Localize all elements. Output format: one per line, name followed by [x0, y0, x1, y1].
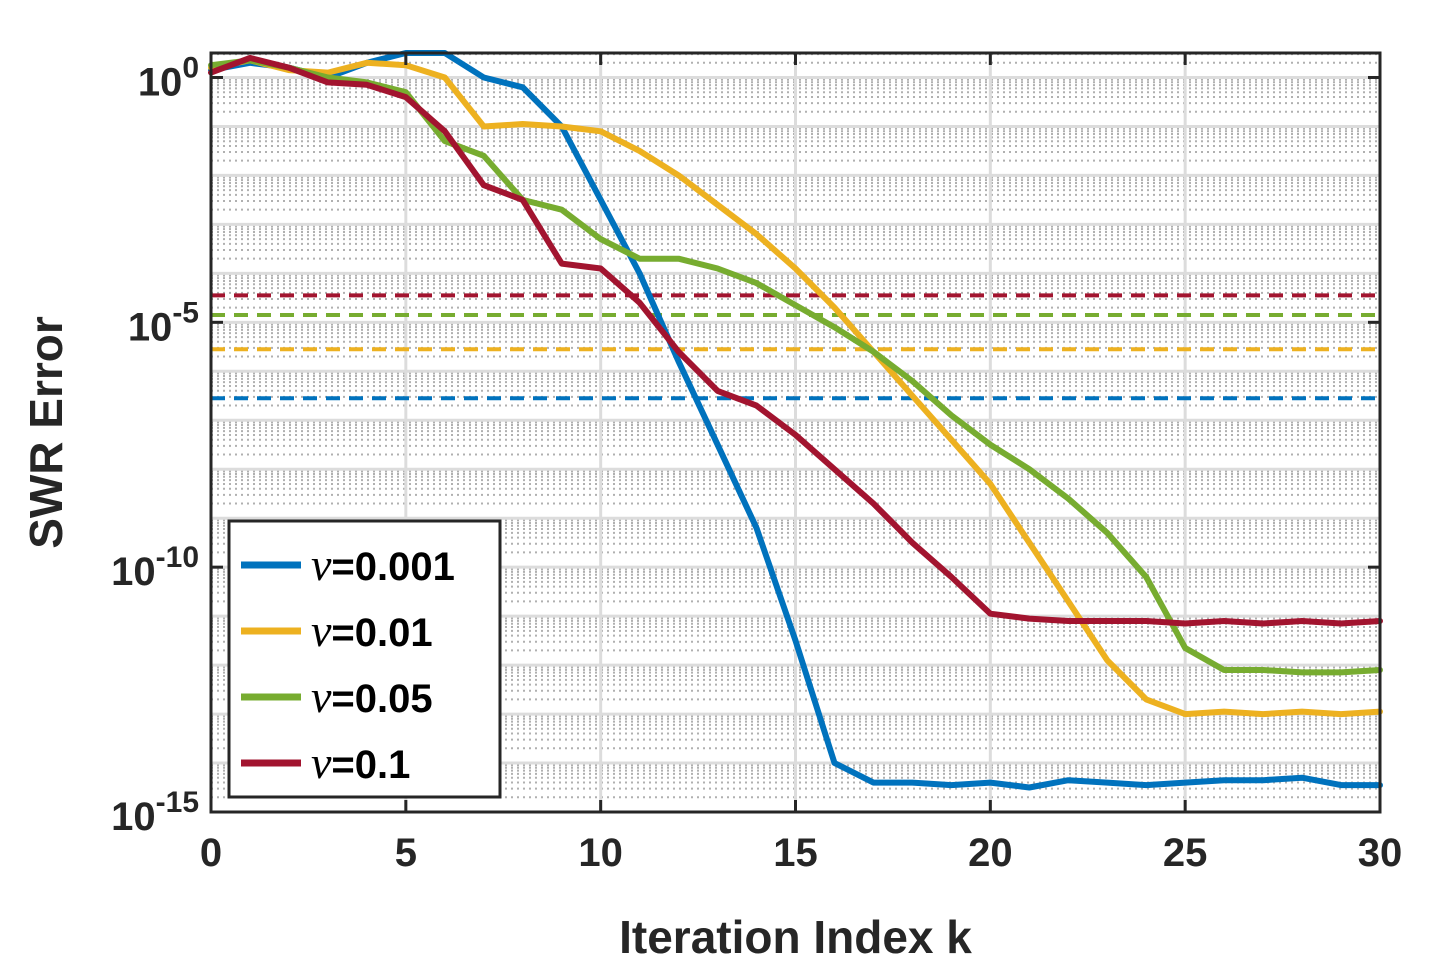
- y-tick-label: 10-5: [128, 296, 199, 349]
- y-tick-base: 10: [111, 550, 156, 594]
- legend-symbol: ν: [311, 671, 332, 722]
- y-tick-label: 10-15: [111, 786, 199, 839]
- x-axis-label: Iteration Index k: [619, 911, 972, 961]
- series-line-3: [208, 54, 1383, 627]
- legend-symbol: ν: [311, 605, 332, 656]
- legend-value: =0.1: [331, 743, 410, 787]
- legend-value: =0.01: [331, 611, 432, 655]
- x-tick-label: 5: [395, 831, 417, 875]
- threshold-lines: [211, 293, 1380, 401]
- legend-label-3: ν=0.1: [311, 737, 410, 788]
- y-tick-label: 100: [138, 51, 199, 104]
- x-tick-label: 30: [1358, 831, 1403, 875]
- x-tick-label: 25: [1163, 831, 1208, 875]
- x-tick-label: 20: [968, 831, 1013, 875]
- x-tick-labels: 0 5 10 15 20 25 30: [200, 831, 1402, 875]
- legend-label-2: ν=0.05: [311, 671, 433, 722]
- legend-symbol: ν: [311, 539, 332, 590]
- series-line-1: [208, 57, 1383, 718]
- y-tick-exponent: -15: [156, 786, 199, 819]
- series-line-2: [208, 57, 1383, 676]
- legend-label-1: ν=0.01: [311, 605, 433, 656]
- y-tick-base: 10: [111, 795, 156, 839]
- y-tick-base: 10: [138, 60, 183, 104]
- legend-symbol: ν: [311, 737, 332, 788]
- legend-label-0: ν=0.001: [311, 539, 455, 590]
- legend-value: =0.05: [331, 677, 432, 721]
- legend-value: =0.001: [331, 545, 454, 589]
- x-tick-label: 0: [200, 831, 222, 875]
- y-tick-label: 10-10: [111, 541, 199, 594]
- y-tick-exponent: -5: [172, 296, 199, 329]
- y-axis-label: SWR Error: [20, 316, 72, 549]
- y-tick-exponent: 0: [182, 51, 199, 84]
- y-tick-exponent: -10: [156, 541, 199, 574]
- y-tick-base: 10: [128, 305, 173, 349]
- tick-marks: [209, 53, 1382, 814]
- x-tick-label: 10: [578, 831, 623, 875]
- x-tick-label: 15: [773, 831, 818, 875]
